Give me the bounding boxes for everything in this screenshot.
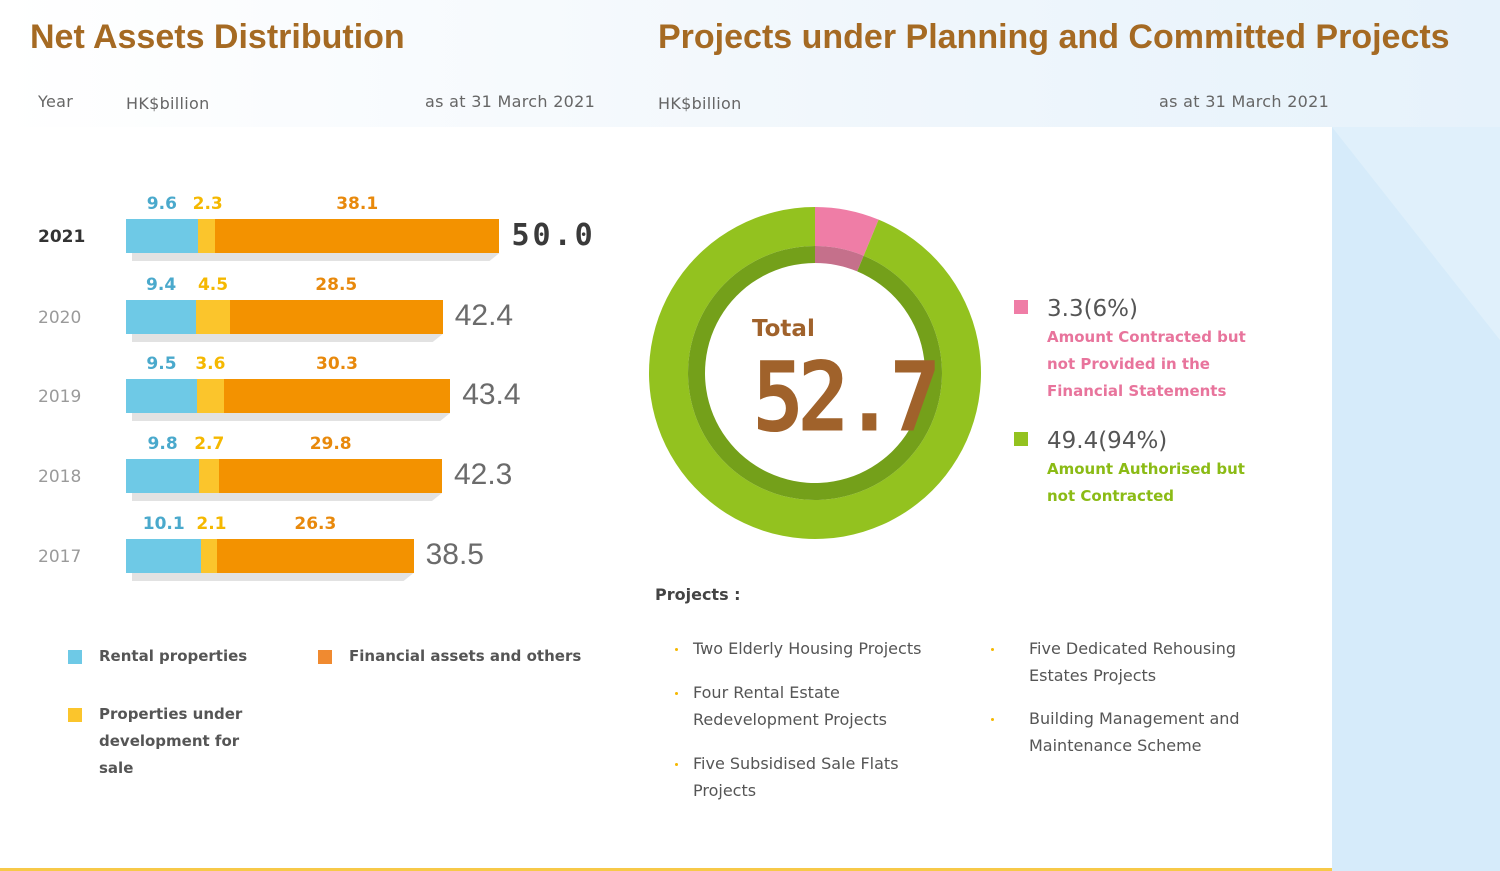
bar-segment-development: [199, 459, 220, 493]
year-label: 2018: [38, 467, 82, 487]
bar-total-label: 50.0: [511, 218, 596, 253]
bar-segment-development: [201, 539, 218, 573]
bar-value-label: 2.1: [196, 514, 227, 534]
right-unit-label: HK$billion: [658, 94, 742, 113]
bar-value-label: 28.5: [315, 275, 358, 295]
bar-value-label: 9.5: [146, 354, 177, 374]
donut-total-label: Total: [752, 316, 815, 342]
bar-total-label: 42.3: [453, 458, 513, 491]
bar-shadow: [132, 253, 500, 261]
donut-slice-inner-0: [815, 246, 864, 272]
bar-value-label: 30.3: [316, 354, 358, 374]
donut-legend-value-authorised: 49.4(94%): [1047, 428, 1168, 454]
year-label: 2017: [38, 547, 82, 567]
bar-value-label: 2.7: [194, 434, 225, 454]
left-unit-label: HK$billion: [126, 94, 210, 113]
bullet-icon: [991, 718, 994, 721]
bar-segment-development: [197, 219, 215, 253]
bar-value-label: 3.6: [195, 354, 226, 374]
bar-total-label: 42.4: [454, 299, 514, 332]
bar-value-label: 10.1: [142, 514, 185, 534]
bar-shadow: [132, 493, 442, 501]
net-assets-title: Net Assets Distribution: [30, 18, 405, 56]
legend-swatch-rental: [68, 650, 82, 664]
bullet-icon: [675, 763, 678, 766]
legend-label-financial: Financial assets and others: [349, 647, 582, 665]
donut-legend-swatch-authorised: [1014, 432, 1028, 446]
legend-swatch-development: [68, 708, 82, 722]
bar-segment-rental: [126, 539, 202, 573]
bar-value-label: 26.3: [294, 514, 337, 534]
donut-legend-desc-contracted: Amount Contracted but not Provided in th…: [1047, 328, 1246, 400]
bar-value-label: 2.3: [192, 194, 223, 214]
bullet-icon: [991, 648, 994, 651]
bar-segment-rental: [126, 300, 197, 334]
left-date-label: as at 31 March 2021: [425, 92, 596, 111]
donut-legend-desc-authorised: Amount Authorised but not Contracted: [1047, 460, 1245, 505]
projects-heading: Projects :: [655, 585, 741, 604]
bar-value-label: 4.5: [197, 275, 229, 295]
bar-total-label: 38.5: [425, 538, 484, 571]
bar-shadow: [132, 334, 443, 342]
donut-total-value: 52.7: [752, 342, 941, 454]
bar-segment-rental: [126, 379, 197, 413]
bar-segment-financial: [223, 379, 451, 413]
bar-segment-financial: [229, 300, 443, 334]
bar-segment-rental: [126, 219, 198, 253]
project-item: Five Subsidised Sale Flats Projects: [693, 754, 899, 800]
bar-value-label: 9.6: [146, 194, 177, 214]
bar-shadow: [132, 573, 414, 581]
bar-total-label: 43.4: [462, 378, 521, 411]
right-date-label: as at 31 March 2021: [1159, 92, 1330, 111]
donut-slice-0: [815, 207, 879, 256]
bar-segment-development: [196, 379, 224, 413]
project-item: Five Dedicated Rehousing Estates Project…: [1029, 639, 1236, 685]
projects-title: Projects under Planning and Committed Pr…: [658, 18, 1450, 56]
bar-value-label: 29.8: [309, 434, 352, 454]
legend-label-rental: Rental properties: [99, 647, 248, 665]
bar-segment-financial: [214, 219, 500, 253]
bullet-icon: [675, 648, 678, 651]
donut-legend-swatch-contracted: [1014, 300, 1028, 314]
bar-value-label: 9.4: [146, 275, 177, 295]
year-label: 2019: [38, 387, 82, 407]
legend-label-development: Properties under development for sale: [99, 705, 243, 777]
bar-segment-development: [196, 300, 230, 334]
year-axis-label: Year: [38, 92, 74, 111]
bar-value-label: 9.8: [147, 434, 178, 454]
project-item: Two Elderly Housing Projects: [693, 639, 922, 658]
bar-segment-financial: [217, 539, 414, 573]
bar-segment-rental: [126, 459, 200, 493]
year-label: 2020: [38, 308, 82, 328]
bar-segment-financial: [219, 459, 442, 493]
bar-value-label: 38.1: [336, 194, 379, 214]
project-item: Four Rental Estate Redevelopment Project…: [693, 683, 887, 729]
donut-legend-value-contracted: 3.3(6%): [1047, 296, 1139, 322]
year-label: 2021: [38, 227, 86, 247]
bullet-icon: [675, 692, 678, 695]
bar-shadow: [132, 413, 450, 421]
project-item: Building Management and Maintenance Sche…: [1029, 709, 1240, 755]
legend-swatch-financial: [318, 650, 332, 664]
